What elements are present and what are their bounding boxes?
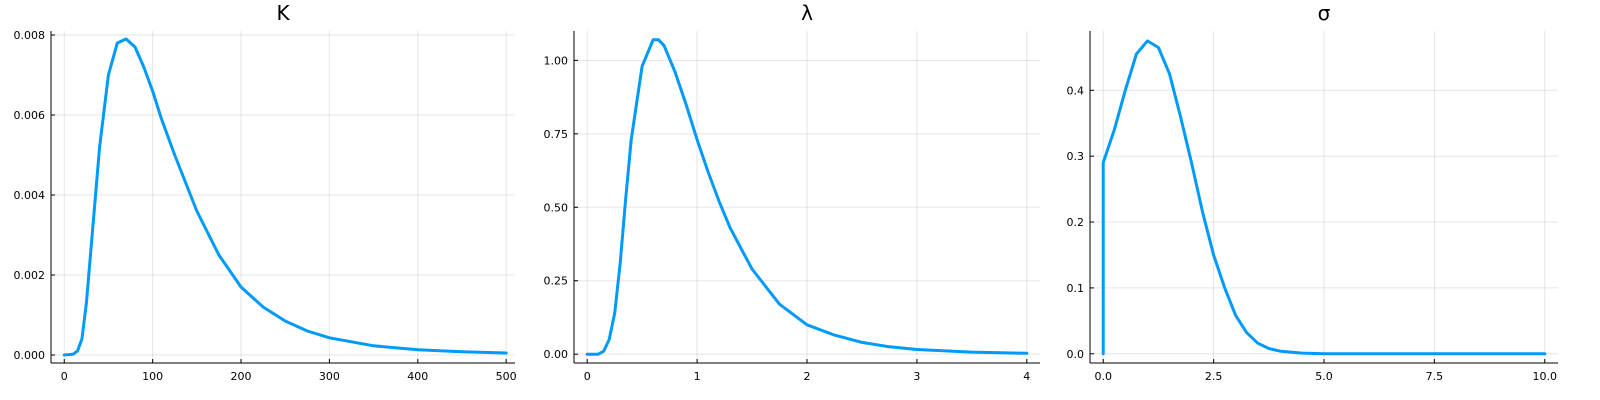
- y-tick-label: 0.000: [14, 349, 46, 362]
- chart-panel-2: 0 1 2 3 4 0.00 0.25 0.50 0.75 1.00 λ: [544, 1, 1040, 383]
- y-tick-label: 0.006: [14, 109, 46, 122]
- x-tick-label: 0: [584, 370, 591, 383]
- y-tick-label: 0.004: [14, 189, 46, 202]
- series-line-1: [62, 37, 508, 357]
- x-tick-label: 100: [142, 370, 163, 383]
- y-tick-label: 0.008: [14, 29, 46, 42]
- y-tick-label: 0.002: [14, 269, 46, 282]
- x-tick-label: 2.5: [1205, 370, 1223, 383]
- series-line-1: [1101, 39, 1547, 356]
- x-tick-label: 0: [61, 370, 68, 383]
- y-tick-label: 0.50: [544, 201, 569, 214]
- chart-panel-1: 0 100 200 300 400 500 0.000 0.002 0.004 0.006 0.00…: [14, 1, 517, 383]
- chart-title: σ: [1318, 1, 1331, 25]
- x-tick-label: 200: [231, 370, 252, 383]
- x-tick-label: 7.5: [1426, 370, 1444, 383]
- series-line-1: [585, 38, 1029, 356]
- x-tick-label: 4: [1023, 370, 1030, 383]
- y-tick-label: 0.00: [544, 348, 569, 361]
- y-tick-label: 0.3: [1067, 150, 1085, 163]
- x-tick-label: 400: [407, 370, 428, 383]
- y-tick-label: 0.0: [1067, 348, 1085, 361]
- x-tick-label: 5.0: [1315, 370, 1333, 383]
- y-tick-label: 0.4: [1067, 84, 1085, 97]
- chart-title: K: [276, 1, 290, 25]
- chart-title: λ: [801, 1, 813, 25]
- x-tick-label: 3: [913, 370, 920, 383]
- x-tick-label: 500: [496, 370, 517, 383]
- chart-panel-3: 0.0 2.5 5.0 7.5 10.0 0.0 0.1 0.2 0.3 0.4 σ: [1067, 1, 1558, 383]
- y-tick-label: 1.00: [544, 54, 569, 67]
- y-tick-label: 0.2: [1067, 216, 1085, 229]
- x-tick-label: 10.0: [1533, 370, 1558, 383]
- x-tick-label: 1: [694, 370, 701, 383]
- x-tick-label: 300: [319, 370, 340, 383]
- x-tick-label: 2: [804, 370, 811, 383]
- x-tick-label: 0.0: [1094, 370, 1112, 383]
- y-tick-label: 0.25: [544, 275, 569, 288]
- y-tick-label: 0.75: [544, 128, 569, 141]
- y-tick-label: 0.1: [1067, 282, 1085, 295]
